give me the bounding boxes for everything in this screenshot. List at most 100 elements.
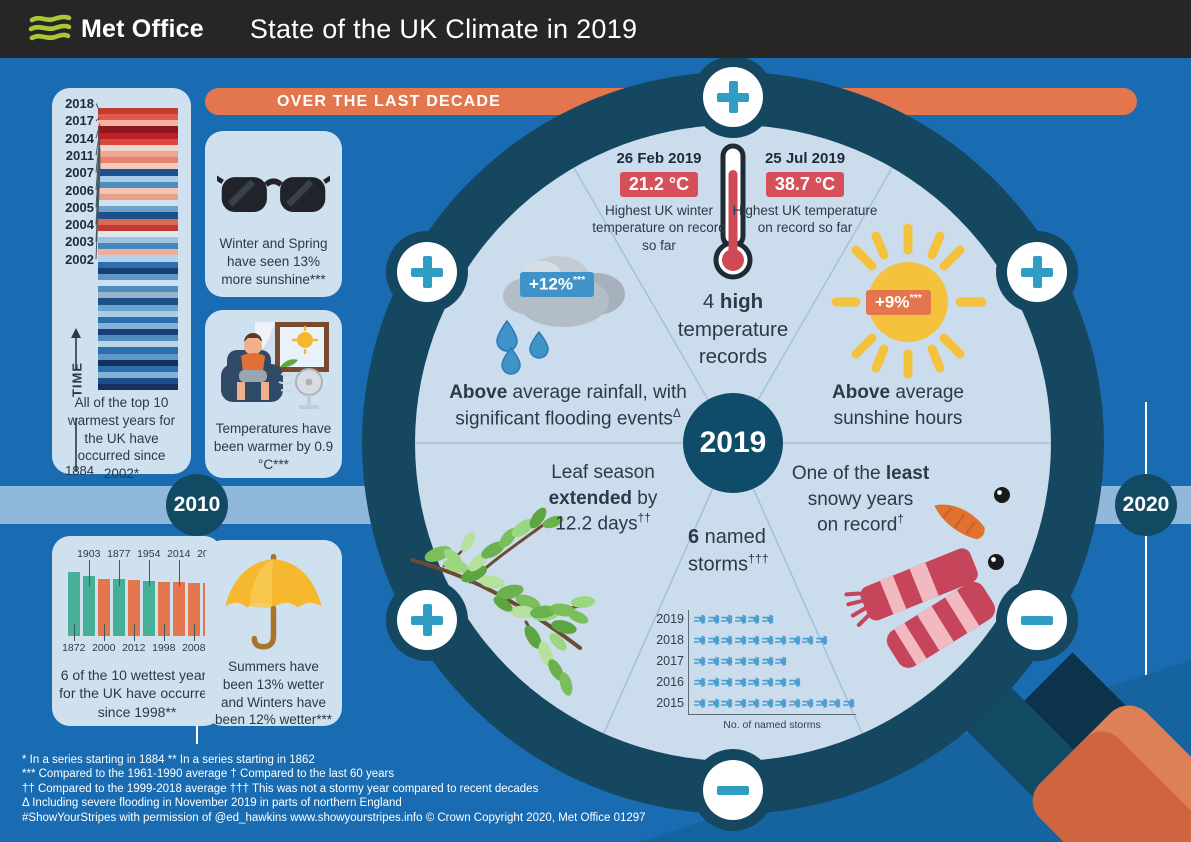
warming-stripe xyxy=(98,193,178,201)
stripe-year-label: 2003 xyxy=(65,234,94,250)
warming-stripe xyxy=(98,304,178,311)
warming-stripes-chart xyxy=(98,108,178,391)
warming-stripe xyxy=(98,267,178,274)
warming-stripe xyxy=(98,163,178,170)
wettest-year-bar-2008 xyxy=(188,583,200,636)
footnote-line: * In a series starting in 1884 ** In a s… xyxy=(22,754,315,766)
warming-stripe xyxy=(98,243,178,250)
footnotes: * In a series starting in 1884 ** In a s… xyxy=(22,753,646,825)
warming-stripe xyxy=(98,200,178,207)
warmth-card: Temperatures have been warmer by 0.9 °C*… xyxy=(205,310,342,478)
warming-stripe xyxy=(98,322,178,330)
warming-stripe xyxy=(98,218,178,225)
zoom-plus-button-upper-right[interactable] xyxy=(1007,242,1067,302)
stripe-year-label: 2002 xyxy=(65,251,94,267)
magnifier-grip xyxy=(1032,705,1191,842)
header-bar: Met Office State of the UK Climate in 20… xyxy=(0,0,1191,58)
warming-stripe xyxy=(98,120,178,127)
page-title: State of the UK Climate in 2019 xyxy=(249,13,638,44)
zoom-minus-button-lower-right[interactable] xyxy=(1007,590,1067,650)
warming-stripe xyxy=(98,224,178,231)
stripe-year-label: 2017 xyxy=(65,113,94,129)
warming-stripe xyxy=(98,298,178,305)
warming-stripe xyxy=(98,261,178,268)
stripe-year-label: 2011 xyxy=(65,147,94,163)
footnote-line: Δ Including severe flooding in November … xyxy=(22,797,402,810)
timeline-node-2020: 2020 xyxy=(1115,474,1177,536)
sunglasses-icon xyxy=(217,175,330,212)
warming-stripe xyxy=(98,341,178,348)
wettest-year-label: 1903 xyxy=(77,548,101,560)
warming-stripe xyxy=(98,138,178,145)
wettest-year-bar-2000 xyxy=(98,579,110,636)
zoom-plus-button-top[interactable] xyxy=(703,67,763,127)
wettest-year-label: 2000 xyxy=(92,642,116,654)
stripe-year-label: 2014 xyxy=(65,130,94,146)
stripe-year-label: 2004 xyxy=(65,217,94,233)
warming-stripe xyxy=(98,378,178,385)
wettest-year-label: 2014 xyxy=(167,548,191,560)
wettest-year-bar-1877 xyxy=(113,579,125,636)
time-axis-arrow xyxy=(71,328,81,472)
warming-stripe xyxy=(98,126,178,133)
warming-stripe xyxy=(98,144,178,151)
timeline-node-2010: 2010 xyxy=(166,474,228,536)
stripe-year-label: 2007 xyxy=(65,165,94,181)
warming-stripe xyxy=(98,236,178,244)
footnote-line: *** Compared to the 1961-1990 average † … xyxy=(22,768,395,781)
warming-stripe xyxy=(98,255,178,262)
warming-stripe xyxy=(98,347,178,354)
warming-stripe xyxy=(98,335,178,342)
wettest-year-bar-1998 xyxy=(158,582,170,636)
warming-stripe xyxy=(98,150,178,158)
hot-person-icon xyxy=(221,322,329,409)
warming-stripe xyxy=(98,212,178,219)
warming-stripe xyxy=(98,353,178,360)
met-office-logo: Met Office xyxy=(28,12,204,46)
wettest-year-label: 1998 xyxy=(152,642,176,654)
warming-stripe xyxy=(98,273,178,280)
umbrella-icon xyxy=(225,553,322,650)
warming-stripe xyxy=(98,279,178,287)
warming-stripe xyxy=(98,230,178,237)
warming-stripes-panel: 2018 2017 2014 2011 2007 2006 2005 2004 2003 2002… xyxy=(52,88,191,481)
wettest-year-label: 1872 xyxy=(62,642,86,654)
wettest-year-bar-1872 xyxy=(68,572,80,636)
warming-stripe xyxy=(98,169,178,176)
zoom-minus-button-bottom[interactable] xyxy=(703,760,763,820)
stripe-year-label: 2006 xyxy=(65,182,94,198)
warming-stripe xyxy=(98,206,178,213)
warming-stripe xyxy=(98,365,178,373)
warming-stripe xyxy=(98,132,178,139)
warming-stripe xyxy=(98,249,178,256)
wettest-year-label: 1954 xyxy=(137,548,161,560)
zoom-plus-button-upper-left[interactable] xyxy=(397,242,457,302)
warming-stripe xyxy=(98,292,178,299)
brand-name: Met Office xyxy=(81,14,204,43)
wettest-year-label: 2012 xyxy=(122,642,146,654)
warming-stripe xyxy=(98,372,178,379)
year-pointer-lines xyxy=(95,103,101,260)
warming-stripe xyxy=(98,175,178,182)
warming-stripe xyxy=(98,286,178,293)
wetter-card-text: Summers have been 13% wetter and Winters… xyxy=(214,659,333,728)
warming-stripe xyxy=(98,187,178,194)
warming-stripe xyxy=(98,310,178,317)
warming-stripe xyxy=(98,329,178,336)
warming-stripe xyxy=(98,181,178,188)
wettest-year-label: 2008 xyxy=(182,642,206,654)
warming-stripe xyxy=(98,114,178,121)
footnote-line: #ShowYourStripes with permission of @ed_… xyxy=(22,811,646,824)
stripe-year-label: 2018 xyxy=(65,96,94,111)
warming-stripes-caption: All of the top 10 warmest years for the … xyxy=(67,395,176,482)
wettest-year-label: 1877 xyxy=(107,548,131,560)
timeline-tick-2020 xyxy=(1145,402,1147,758)
wettest-year-bar-2012 xyxy=(128,580,140,636)
sunshine-card-text: Winter and Spring have seen 13% more sun… xyxy=(219,236,328,287)
zoom-plus-button-lower-left[interactable] xyxy=(397,590,457,650)
stripe-year-label: 2005 xyxy=(65,199,94,215)
warming-stripe xyxy=(98,359,178,366)
footnote-line: †† Compared to the 1999-2018 average †††… xyxy=(22,782,539,795)
